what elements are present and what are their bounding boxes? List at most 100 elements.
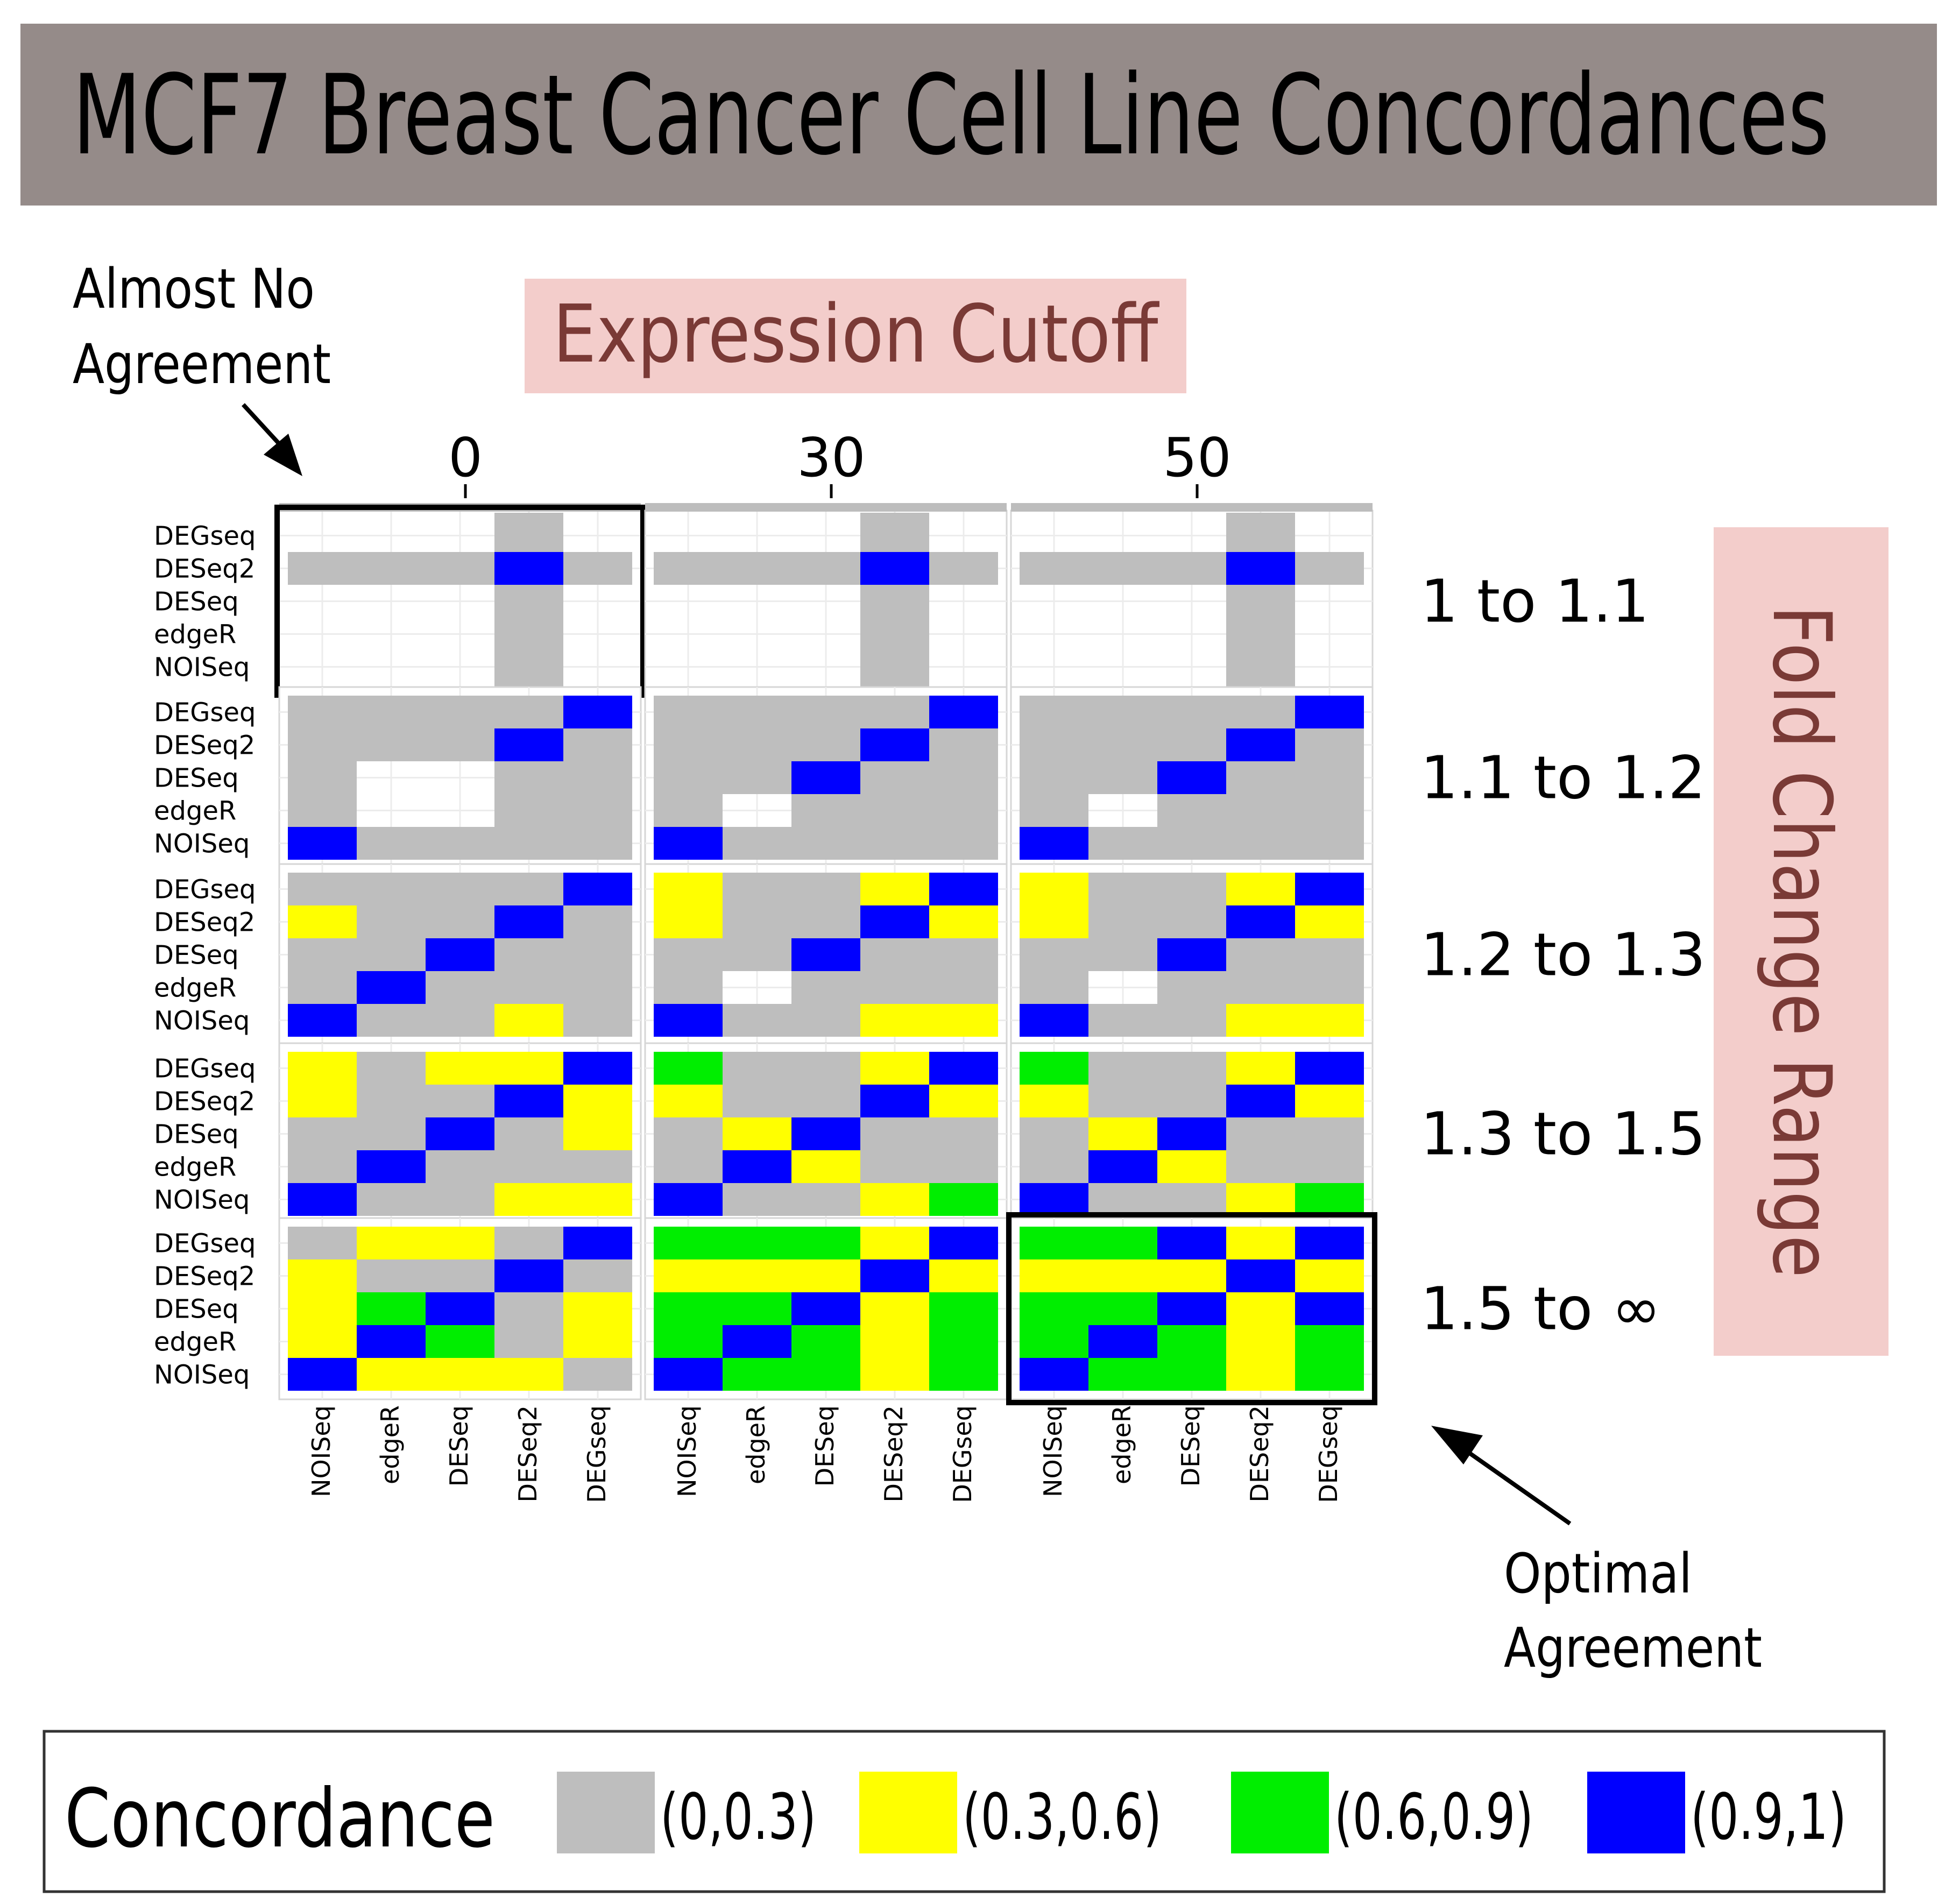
x-label-DESeq: DESeq (444, 1405, 473, 1487)
cell-DESeq2-DESeq (791, 552, 860, 585)
cell-DESeq-DEGseq (929, 761, 998, 794)
annotation-left-line2: Agreement (73, 332, 331, 397)
cell-edgeR-DESeq2 (494, 1325, 563, 1358)
cell-DEGseq-DESeq (426, 873, 494, 905)
y-label-DEGseq: DEGseq (154, 698, 256, 728)
cell-edgeR-DEGseq (563, 1325, 632, 1358)
cell-NOISeq-edgeR (357, 1004, 426, 1037)
cell-DESeq-NOISeq (288, 761, 357, 794)
y-label-DESeq2: DESeq2 (154, 1262, 255, 1292)
cell-DEGseq-edgeR (357, 873, 426, 905)
cell-DESeq2-DESeq2 (494, 552, 563, 585)
cell-DESeq-DEGseq (929, 938, 998, 971)
cell-DESeq2-edgeR (357, 1085, 426, 1117)
page-title: MCF7 Breast Cancer Cell Line Concordance… (73, 52, 1829, 180)
cell-NOISeq-edgeR (723, 1183, 791, 1216)
cell-NOISeq-edgeR (357, 827, 426, 860)
cell-DEGseq-DEGseq (929, 873, 998, 905)
cell-DESeq-NOISeq (288, 1292, 357, 1325)
cell-edgeR-DESeq2 (494, 1150, 563, 1183)
cell-NOISeq-DESeq2 (1226, 827, 1295, 860)
cell-edgeR-NOISeq (288, 794, 357, 827)
cell-DESeq2-DESeq2 (494, 905, 563, 938)
cell-DEGseq-DESeq2 (1226, 696, 1295, 728)
cell-DESeq-DESeq2 (1226, 1117, 1295, 1150)
cell-DEGseq-DEGseq (1295, 1052, 1364, 1085)
x-label-DESeq2: DESeq2 (1245, 1405, 1274, 1502)
cell-DESeq-DESeq2 (494, 1292, 563, 1325)
cell-DEGseq-DESeq2 (860, 873, 929, 905)
panel (644, 1042, 1008, 1226)
legend-swatch-3 (1587, 1772, 1685, 1853)
cell-NOISeq-DESeq2 (494, 1183, 563, 1216)
y-label-DESeq: DESeq (154, 1294, 239, 1325)
cell-NOISeq-DEGseq (563, 1004, 632, 1037)
cell-DESeq-DESeq (1157, 1292, 1226, 1325)
cell-NOISeq-DEGseq (929, 827, 998, 860)
x-label-NOISeq: NOISeq (673, 1405, 702, 1497)
cell-edgeR-DEGseq (563, 1150, 632, 1183)
cell-edgeR-NOISeq (654, 1325, 723, 1358)
cell-DESeq-DESeq (1157, 1117, 1226, 1150)
cell-NOISeq-DESeq (1157, 1358, 1226, 1391)
cell-DESeq-NOISeq (654, 1292, 723, 1325)
panel (644, 686, 1008, 869)
cell-DESeq2-edgeR (357, 1259, 426, 1292)
cell-NOISeq-DEGseq (1295, 1358, 1364, 1391)
cell-DESeq2-NOISeq (654, 905, 723, 938)
cell-DEGseq-DESeq2 (494, 1227, 563, 1259)
cell-DESeq-DESeq2 (1226, 938, 1295, 971)
cell-DEGseq-DESeq (1157, 873, 1226, 905)
x-label-edgeR: edgeR (1107, 1405, 1136, 1484)
cell-edgeR-DEGseq (929, 971, 998, 1004)
cell-NOISeq-DESeq (1157, 827, 1226, 860)
cell-DEGseq-DEGseq (929, 1227, 998, 1259)
panel (1010, 1042, 1374, 1226)
cell-DESeq2-DESeq (1157, 1259, 1226, 1292)
row-label: 1.2 to 1.3 (1420, 921, 1706, 989)
cell-DESeq2-DEGseq (563, 1259, 632, 1292)
cell-NOISeq-DEGseq (563, 1183, 632, 1216)
cell-DESeq-DESeq2 (860, 938, 929, 971)
cell-DESeq-edgeR (1088, 761, 1157, 794)
cell-DEGseq-NOISeq (288, 873, 357, 905)
cell-DEGseq-DESeq2 (494, 1052, 563, 1085)
cell-edgeR-DESeq (791, 1150, 860, 1183)
cell-NOISeq-DEGseq (1295, 1183, 1364, 1216)
cell-DEGseq-DESeq2 (860, 1052, 929, 1085)
cell-DESeq-edgeR (1088, 1117, 1157, 1150)
cell-DESeq2-DESeq (791, 1259, 860, 1292)
cell-DESeq2-DESeq2 (494, 1259, 563, 1292)
cell-DESeq-DESeq2 (860, 761, 929, 794)
x-label-edgeR: edgeR (741, 1405, 770, 1484)
cell-NOISeq-NOISeq (1020, 1183, 1088, 1216)
cell-NOISeq-NOISeq (288, 1004, 357, 1037)
facet-strip (645, 503, 1007, 512)
cell-DESeq2-DESeq2 (1226, 1085, 1295, 1117)
annotation-optimal-agreement: Optimal Agreement (1431, 1426, 1762, 1680)
fold-change-text: Fold Change Range (1755, 605, 1848, 1278)
cell-DEGseq-DESeq (791, 1052, 860, 1085)
cell-NOISeq-DESeq2 (1226, 650, 1295, 690)
legend-label-1: (0.3,0.6) (963, 1780, 1162, 1854)
highlight-box (1006, 1212, 1377, 1405)
cell-DESeq-edgeR (357, 1117, 426, 1150)
cell-NOISeq-DEGseq (929, 1183, 998, 1216)
legend-label-2: (0.6,0.9) (1334, 1780, 1533, 1854)
cell-DEGseq-edgeR (723, 1227, 791, 1259)
cell-DESeq2-DESeq2 (860, 552, 929, 585)
cell-DESeq-DESeq (791, 938, 860, 971)
cell-NOISeq-NOISeq (288, 1183, 357, 1216)
cell-edgeR-DEGseq (563, 971, 632, 1004)
cell-DEGseq-edgeR (357, 696, 426, 728)
cell-DEGseq-edgeR (357, 1052, 426, 1085)
cell-DESeq2-edgeR (357, 905, 426, 938)
cell-edgeR-NOISeq (654, 794, 723, 827)
arrow-left-head (264, 434, 302, 476)
cell-DEGseq-DEGseq (929, 696, 998, 728)
arrow-right-head (1431, 1426, 1483, 1464)
cell-edgeR-edgeR (1088, 1325, 1157, 1358)
cell-NOISeq-DESeq2 (860, 650, 929, 690)
cell-DEGseq-edgeR (1088, 873, 1157, 905)
cell-edgeR-edgeR (723, 1325, 791, 1358)
